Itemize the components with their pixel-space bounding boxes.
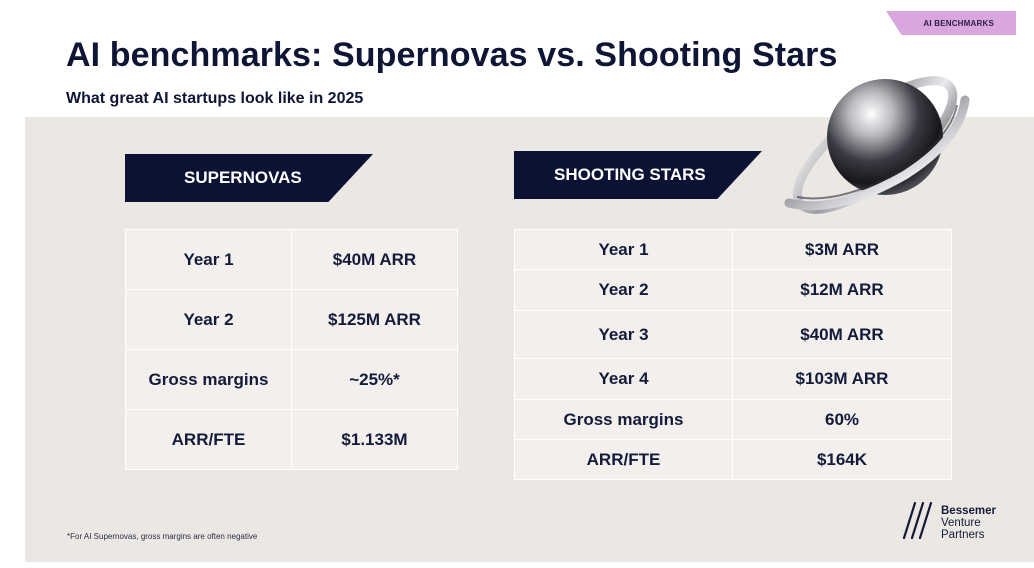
bessemer-logo: Bessemer Venture Partners	[901, 498, 1011, 544]
shooting-stars-banner: SHOOTING STARS	[514, 151, 762, 199]
table-row: Gross margins 60%	[514, 399, 952, 440]
metric-cell: ARR/FTE	[514, 439, 733, 480]
value-cell: $3M ARR	[732, 229, 952, 270]
value-cell: $40M ARR	[732, 310, 952, 359]
metric-cell: Year 2	[125, 289, 292, 350]
supernovas-table: Year 1 $40M ARR Year 2 $125M ARR Gross m…	[125, 229, 458, 470]
ringed-planet-icon	[775, 65, 975, 220]
value-cell: $40M ARR	[291, 229, 458, 290]
table-row: ARR/FTE $164K	[514, 439, 952, 480]
table-row: Year 1 $40M ARR	[125, 229, 458, 290]
page-subtitle: What great AI startups look like in 2025	[66, 90, 364, 107]
metric-cell: Gross margins	[125, 349, 292, 410]
table-row: Year 3 $40M ARR	[514, 310, 952, 359]
metric-cell: ARR/FTE	[125, 409, 292, 470]
metric-cell: Year 4	[514, 358, 733, 400]
value-cell: $125M ARR	[291, 289, 458, 350]
table-row: ARR/FTE $1.133M	[125, 409, 458, 470]
section-tag: AI BENCHMARKS	[886, 11, 1016, 35]
table-row: Year 2 $12M ARR	[514, 269, 952, 311]
metric-cell: Gross margins	[514, 399, 733, 440]
value-cell: ~25%*	[291, 349, 458, 410]
table-row: Year 2 $125M ARR	[125, 289, 458, 350]
table-row: Year 4 $103M ARR	[514, 358, 952, 400]
metric-cell: Year 3	[514, 310, 733, 359]
logo-wordmark: Bessemer Venture Partners	[941, 505, 996, 541]
value-cell: $1.133M	[291, 409, 458, 470]
logo-line-1: Bessemer	[941, 505, 996, 517]
page-title: AI benchmarks: Supernovas vs. Shooting S…	[66, 36, 838, 74]
table-row: Gross margins ~25%*	[125, 349, 458, 410]
logo-line-2: Venture	[941, 517, 981, 529]
metric-cell: Year 1	[125, 229, 292, 290]
logo-line-3: Partners	[941, 529, 985, 541]
shooting-stars-table: Year 1 $3M ARR Year 2 $12M ARR Year 3 $4…	[514, 229, 952, 480]
metric-cell: Year 2	[514, 269, 733, 311]
table-row: Year 1 $3M ARR	[514, 229, 952, 270]
footnote: *For AI Supernovas, gross margins are of…	[67, 532, 258, 541]
supernovas-banner: SUPERNOVAS	[125, 154, 373, 202]
value-cell: $164K	[732, 439, 952, 480]
value-cell: 60%	[732, 399, 952, 440]
value-cell: $103M ARR	[732, 358, 952, 400]
bessemer-mark-icon	[901, 500, 935, 540]
metric-cell: Year 1	[514, 229, 733, 270]
value-cell: $12M ARR	[732, 269, 952, 311]
